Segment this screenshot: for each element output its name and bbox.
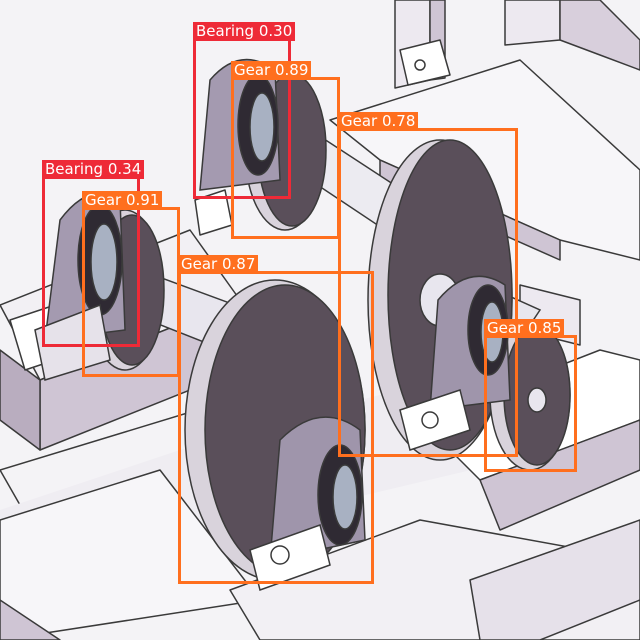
bearing-block-left <box>34 192 126 381</box>
gear-small-right <box>489 319 571 471</box>
bearing-block-back <box>199 58 281 191</box>
bearing-block-front <box>249 416 366 591</box>
bearing-block-center <box>399 275 511 451</box>
